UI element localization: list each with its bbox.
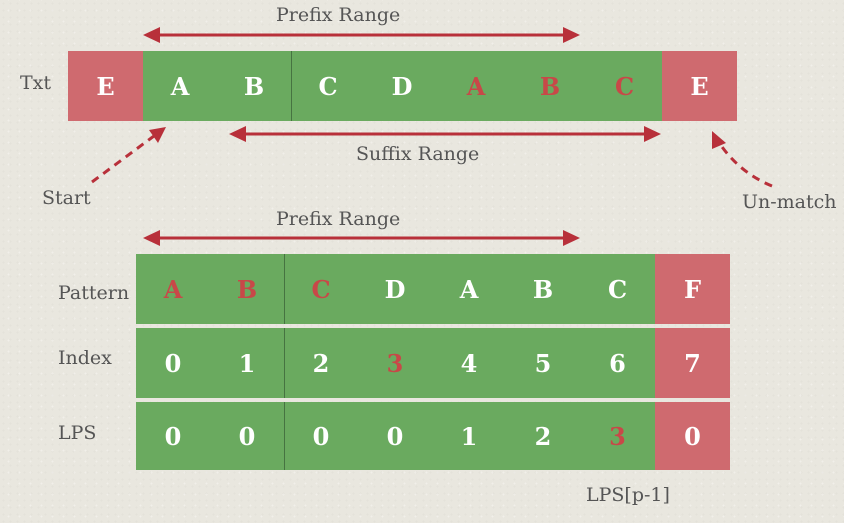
pattern-cell: F bbox=[655, 254, 730, 324]
txt-divider bbox=[291, 51, 292, 121]
pattern-cell: C bbox=[580, 254, 655, 324]
pattern-divider bbox=[284, 254, 285, 324]
lps-label: LPS bbox=[58, 422, 97, 444]
prefix-range-top-arrow bbox=[143, 27, 580, 43]
pattern-row: A B C D A B C F bbox=[136, 254, 730, 324]
index-cell: 5 bbox=[506, 328, 580, 398]
txt-cell: C bbox=[587, 51, 662, 121]
lps-row: 0 0 0 0 1 2 3 0 bbox=[136, 402, 730, 470]
prefix-range-bottom-arrow bbox=[143, 230, 580, 246]
start-arrow bbox=[91, 127, 166, 184]
txt-label: Txt bbox=[20, 72, 52, 94]
index-cell: 6 bbox=[580, 328, 655, 398]
lps-cell: 0 bbox=[210, 402, 284, 470]
pattern-cell: B bbox=[210, 254, 284, 324]
txt-cell: A bbox=[143, 51, 217, 121]
index-cell: 0 bbox=[136, 328, 210, 398]
lps-cell: 0 bbox=[284, 402, 358, 470]
pattern-cell: D bbox=[358, 254, 432, 324]
index-cell: 2 bbox=[284, 328, 358, 398]
index-divider bbox=[284, 328, 285, 398]
pattern-cell: B bbox=[506, 254, 580, 324]
txt-cell: C bbox=[291, 51, 365, 121]
suffix-range-arrow bbox=[229, 126, 661, 142]
lps-cell: 0 bbox=[655, 402, 730, 470]
lps-cell: 1 bbox=[432, 402, 506, 470]
lps-cell: 3 bbox=[580, 402, 655, 470]
txt-cell: A bbox=[439, 51, 513, 121]
txt-cell: E bbox=[68, 51, 143, 121]
pattern-cell: C bbox=[284, 254, 358, 324]
prefix-range-bottom-label: Prefix Range bbox=[276, 208, 401, 230]
txt-cell: B bbox=[513, 51, 587, 121]
lps-cell: 0 bbox=[358, 402, 432, 470]
lps-p-1-label: LPS[p-1] bbox=[586, 484, 670, 506]
txt-row: E A B C D A B C E bbox=[68, 51, 737, 121]
index-cell: 4 bbox=[432, 328, 506, 398]
txt-cell: E bbox=[662, 51, 737, 121]
pattern-cell: A bbox=[136, 254, 210, 324]
index-cell: 1 bbox=[210, 328, 284, 398]
index-row: 0 1 2 3 4 5 6 7 bbox=[136, 328, 730, 398]
index-label: Index bbox=[58, 347, 112, 369]
pattern-cell: A bbox=[432, 254, 506, 324]
lps-cell: 0 bbox=[136, 402, 210, 470]
unmatch-label: Un-match bbox=[742, 191, 837, 213]
unmatch-arrow bbox=[712, 131, 773, 188]
index-cell: 3 bbox=[358, 328, 432, 398]
lps-cell: 2 bbox=[506, 402, 580, 470]
txt-cell: B bbox=[217, 51, 291, 121]
index-cell: 7 bbox=[655, 328, 730, 398]
txt-cell: D bbox=[365, 51, 439, 121]
prefix-range-top-label: Prefix Range bbox=[276, 4, 401, 26]
start-label: Start bbox=[42, 187, 91, 209]
suffix-range-label: Suffix Range bbox=[356, 143, 480, 165]
lps-divider bbox=[284, 402, 285, 470]
pattern-label: Pattern bbox=[58, 282, 130, 304]
